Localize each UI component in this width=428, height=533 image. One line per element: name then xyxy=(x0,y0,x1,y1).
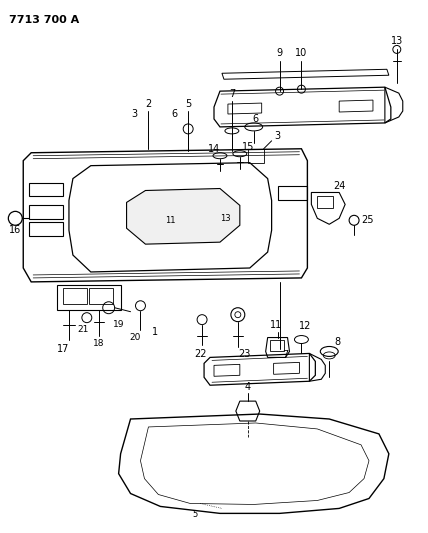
Text: 6: 6 xyxy=(171,109,177,119)
Text: 3: 3 xyxy=(274,131,281,141)
Bar xyxy=(89,288,113,304)
Text: 13: 13 xyxy=(220,214,231,223)
Text: 10: 10 xyxy=(295,49,308,59)
Text: 19: 19 xyxy=(113,320,125,329)
Text: 8: 8 xyxy=(334,336,340,346)
Text: 6: 6 xyxy=(253,114,259,124)
Text: 7713 700 A: 7713 700 A xyxy=(9,14,80,25)
Text: 20: 20 xyxy=(130,333,141,342)
Text: 2: 2 xyxy=(145,99,152,109)
Text: 7: 7 xyxy=(282,350,288,360)
Text: 22: 22 xyxy=(194,350,206,359)
Text: 1: 1 xyxy=(152,327,158,336)
Bar xyxy=(63,288,87,304)
Text: 11: 11 xyxy=(270,320,282,329)
Text: 16: 16 xyxy=(9,225,21,235)
Text: 15: 15 xyxy=(241,142,254,152)
Text: 11: 11 xyxy=(165,216,176,225)
Bar xyxy=(270,340,283,351)
Text: 7: 7 xyxy=(229,89,235,99)
Text: 13: 13 xyxy=(391,36,403,46)
Text: 3: 3 xyxy=(131,109,137,119)
Polygon shape xyxy=(127,189,240,244)
Text: 5: 5 xyxy=(193,510,198,519)
Text: 25: 25 xyxy=(361,215,373,225)
Bar xyxy=(317,197,333,208)
Text: 9: 9 xyxy=(276,49,282,59)
Text: 5: 5 xyxy=(185,99,191,109)
Text: 14: 14 xyxy=(208,144,220,154)
Text: 4: 4 xyxy=(245,382,251,392)
Text: 12: 12 xyxy=(299,321,312,330)
Text: 18: 18 xyxy=(93,339,104,348)
Text: 17: 17 xyxy=(57,344,69,354)
Text: 21: 21 xyxy=(77,325,89,334)
Text: 23: 23 xyxy=(239,350,251,359)
Text: 24: 24 xyxy=(333,181,345,190)
